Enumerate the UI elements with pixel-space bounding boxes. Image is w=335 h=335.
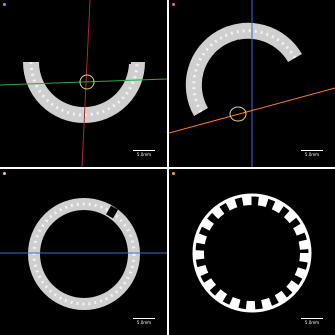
crosshair-green[interactable] <box>0 78 167 86</box>
scale-bar-label: 5.0mm <box>304 320 320 325</box>
ring-notch <box>106 205 118 219</box>
scale-bar-line <box>301 318 323 319</box>
bottom-right-render <box>192 193 312 313</box>
viewport-top-right[interactable]: 5.0mm <box>169 0 335 167</box>
bottom-left-render <box>0 198 167 310</box>
viewport-indicator <box>172 3 175 6</box>
scale-bar-label: 5.0mm <box>304 152 320 157</box>
viewport-bottom-right[interactable]: 5.0mm <box>169 169 335 335</box>
curved-arc-texture <box>192 29 297 113</box>
reticle-circle[interactable] <box>79 74 95 90</box>
ring <box>28 198 140 310</box>
crosshair-orange[interactable] <box>169 87 335 134</box>
reticle-circle[interactable] <box>229 106 247 122</box>
scale-bar: 5.0mm <box>301 150 323 157</box>
scale-bar: 5.0mm <box>133 150 155 157</box>
scale-bar-label: 5.0mm <box>136 152 152 157</box>
scale-bar-line <box>133 318 155 319</box>
scale-bar-line <box>301 150 323 151</box>
ring-texture <box>32 202 136 306</box>
scale-bar: 5.0mm <box>133 318 155 325</box>
segmented-ring <box>194 195 310 311</box>
top-left-render <box>0 0 167 167</box>
scale-bar: 5.0mm <box>301 318 323 325</box>
scale-bar-label: 5.0mm <box>136 320 152 325</box>
viewport-indicator <box>3 172 6 175</box>
curved-arc <box>185 22 302 116</box>
arc-gap <box>232 39 244 55</box>
scale-bar-line <box>133 150 155 151</box>
notch <box>122 57 131 64</box>
viewport-bottom-left[interactable]: 5.0mm <box>0 169 167 335</box>
top-right-render <box>169 0 335 167</box>
viewport-top-left[interactable]: 5.0mm <box>0 0 167 167</box>
viewport-indicator <box>172 172 175 175</box>
viewport-indicator <box>3 3 6 6</box>
crosshair-red[interactable] <box>81 0 91 167</box>
